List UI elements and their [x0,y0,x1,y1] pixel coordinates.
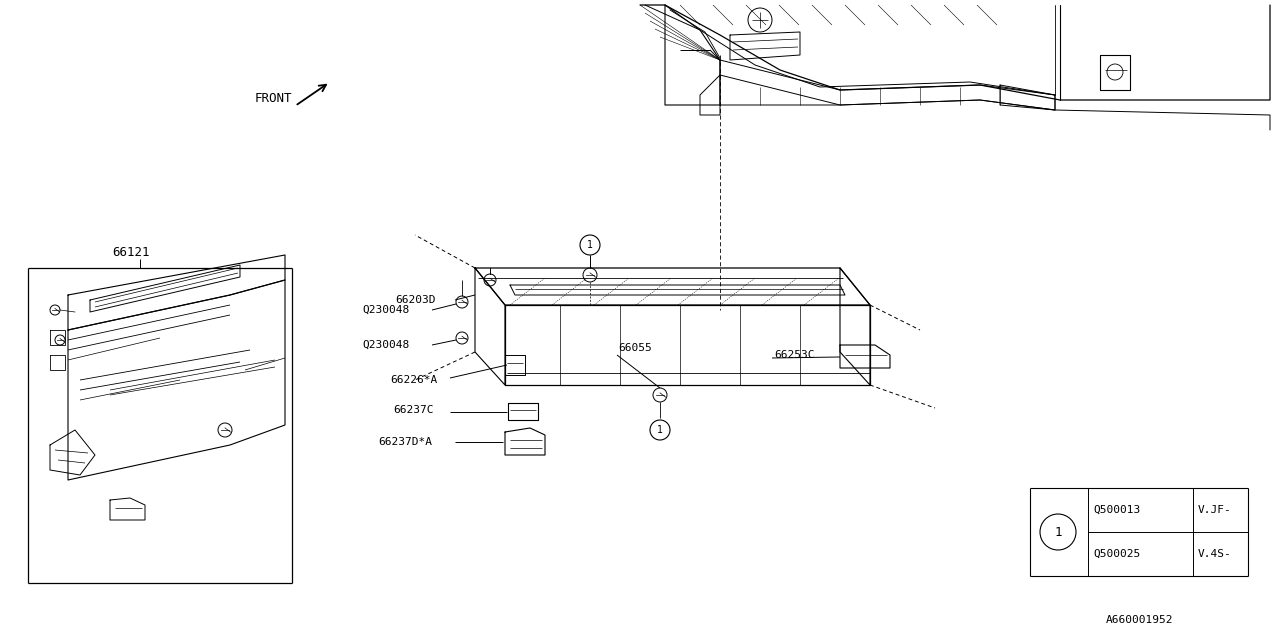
Text: Q230048: Q230048 [362,340,410,350]
Text: 66121: 66121 [113,246,150,259]
Text: Q500025: Q500025 [1093,549,1140,559]
Text: 66203D: 66203D [396,295,435,305]
Text: 1: 1 [588,240,593,250]
Text: V.JF-: V.JF- [1198,505,1231,515]
Text: 66055: 66055 [618,343,652,353]
Text: Q230048: Q230048 [362,305,410,315]
Text: 66237D*A: 66237D*A [378,437,433,447]
Text: 1: 1 [1055,525,1061,538]
Text: FRONT: FRONT [255,92,293,104]
Text: Q500013: Q500013 [1093,505,1140,515]
Text: 66226*A: 66226*A [390,375,438,385]
Text: V.4S-: V.4S- [1198,549,1231,559]
Text: A660001952: A660001952 [1106,615,1174,625]
Text: 66237C: 66237C [393,405,434,415]
Text: 66253C: 66253C [774,350,814,360]
Text: 1: 1 [657,425,663,435]
